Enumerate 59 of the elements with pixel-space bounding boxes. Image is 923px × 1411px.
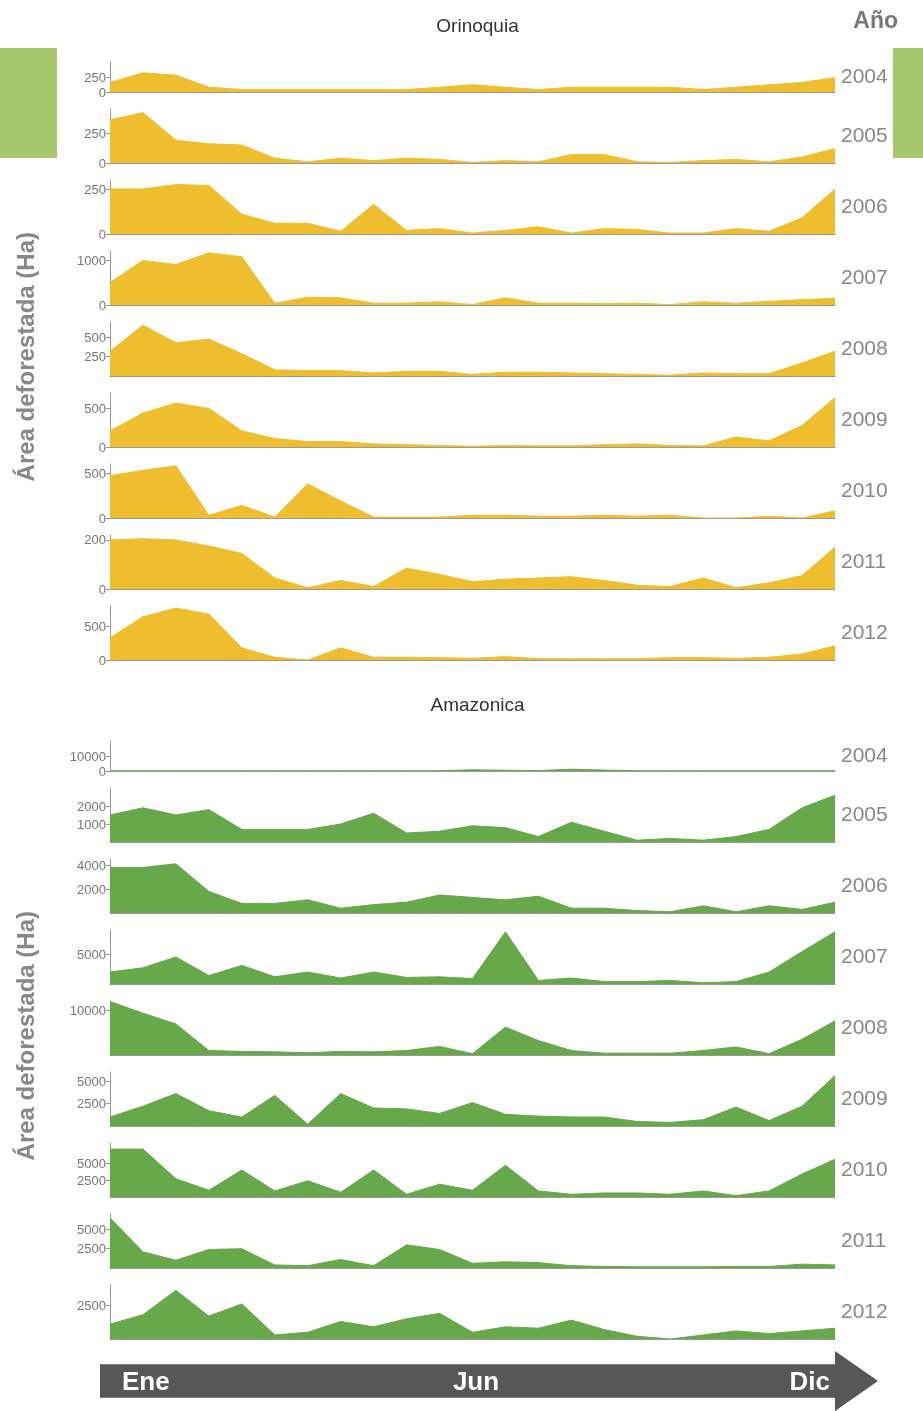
y2-axis-title: 2004 [841,743,889,766]
y2-axis-title: 2010 [841,1157,888,1180]
y-axis-title: Área deforestada (Ha) [12,910,40,1161]
y2-axis-title: 2008 [841,336,888,359]
y-tick-label: 0 [98,652,106,668]
y-tick-label: 250 [84,349,106,365]
y-tick-label: 0 [98,581,106,597]
y-tick-label: 500 [84,400,106,416]
text: Jun [452,1365,500,1397]
y-tick-label: 4000 [77,857,106,873]
y-tick-label: 5000 [77,1221,106,1237]
y2-axis-title: 2005 [841,802,888,825]
y-tick-label: 250 [84,181,106,197]
y-tick-label: 10000 [69,1002,106,1018]
y2-axis-title: 2005 [841,123,888,146]
y-tick-label: 0 [98,439,106,455]
y2-axis-title: 2007 [841,265,888,288]
y-tick-label: 2500 [77,1297,106,1313]
y-tick-label: 2000 [77,881,106,897]
y-tick-label: 0 [98,155,106,171]
chart-title: Orinoquia [436,15,520,36]
y2-axis-title: 2004 [841,64,889,87]
y-tick-label: 500 [84,465,106,481]
y-tick-label: 0 [98,226,106,242]
y2-axis-title: 2012 [841,620,888,643]
y2-axis-title: 2012 [841,1299,888,1322]
y-tick-label: 2500 [77,1096,106,1111]
y-tick-label: 1000 [77,252,106,268]
text: Año [853,7,898,34]
y-tick-label: 0 [98,763,106,779]
y-tick-label: 200 [84,532,106,548]
y2-axis-title: 2006 [841,873,888,896]
y2-axis-title: 2010 [841,478,888,501]
y-tick-label: 5000 [77,1155,106,1171]
y2-axis-title: 2008 [841,1015,888,1038]
y-tick-label: 0 [98,84,106,100]
y2-axis-title: 2011 [841,549,887,572]
text: Ene [122,1365,170,1397]
y2-axis-title: 2007 [841,944,888,967]
text: Dic [789,1365,830,1397]
chart-title: Amazonica [430,694,525,715]
y-tick-label: 500 [84,618,106,634]
y-tick-label: 1000 [77,816,106,832]
y2-axis-title: 2011 [841,1228,887,1251]
y-tick-label: 500 [84,329,106,345]
y-tick-label: 5000 [77,1073,106,1089]
y-tick-label: 5000 [77,946,106,962]
y-tick-label: 10000 [69,748,106,764]
y2-axis-title: 2009 [841,1086,888,1109]
y-tick-label: 250 [84,125,106,141]
y-tick-label: 2500 [77,1172,106,1188]
y2-axis-title: 2006 [841,194,888,217]
y-tick-label: 0 [98,297,106,313]
y2-axis-title: 2009 [841,407,888,430]
y-tick-label: 2500 [77,1241,106,1257]
y-tick-label: 2000 [77,798,106,814]
y-tick-label: 0 [98,510,106,526]
y-axis-title: Área deforestada (Ha) [12,231,40,482]
y-tick-label: 250 [84,69,106,85]
